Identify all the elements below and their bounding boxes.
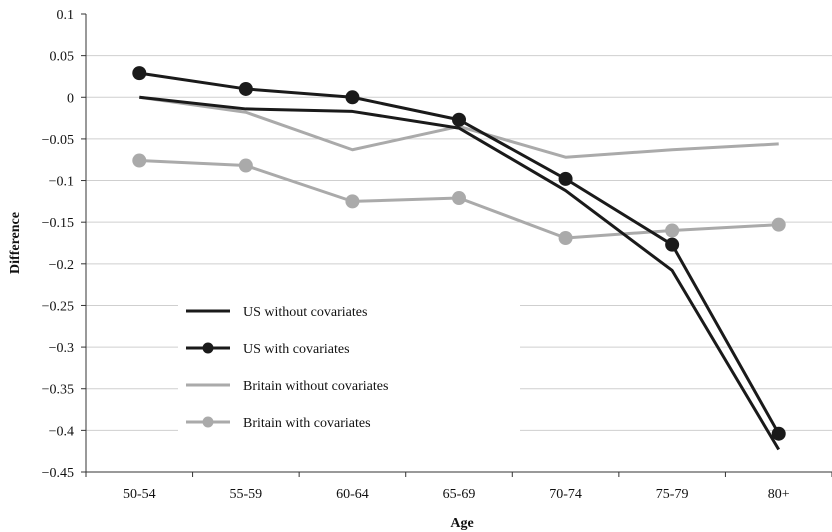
data-point-us-with-covariates xyxy=(452,112,466,127)
data-point-britain-with-covariates xyxy=(665,223,680,238)
data-point-us-with-covariates xyxy=(665,237,680,252)
x-tick-label: 55-59 xyxy=(230,487,263,502)
data-point-us-with-covariates xyxy=(238,81,253,96)
series-group xyxy=(132,66,786,451)
y-tick-label: −0.05 xyxy=(42,133,74,148)
y-tick-label: −0.4 xyxy=(49,424,74,439)
x-tick-label: 70-74 xyxy=(549,487,582,502)
legend-label: Britain without covariates xyxy=(243,379,388,394)
y-axis-title: Difference xyxy=(8,212,23,274)
data-point-britain-with-covariates xyxy=(345,194,360,209)
y-tick-label: 0.1 xyxy=(57,8,75,23)
data-point-britain-with-covariates xyxy=(558,231,573,246)
legend: US without covariates US with covariates B… xyxy=(178,290,520,440)
legend-background xyxy=(178,290,520,440)
x-tick-label: 60-64 xyxy=(336,487,369,502)
y-axis-ticks: 0.1 0.05 0 −0.05 −0.1 −0.15 −0.2 −0.25 −0.3 −0.35… xyxy=(42,8,86,481)
y-tick-label: −0.45 xyxy=(42,466,74,481)
legend-label: US with covariates xyxy=(243,342,350,357)
axes xyxy=(85,14,832,473)
x-tick-label: 80+ xyxy=(768,487,790,502)
y-tick-label: −0.25 xyxy=(42,299,74,314)
y-tick-label: 0 xyxy=(67,91,74,106)
legend-marker-britain-with-covariates xyxy=(202,416,214,428)
data-point-britain-with-covariates xyxy=(771,217,786,232)
x-axis-title: Age xyxy=(450,516,473,531)
x-axis-ticks: 50-54 55-59 60-64 65-69 70-74 75-79 80+ xyxy=(85,472,832,502)
series-line-us-without-covariates xyxy=(139,95,781,451)
y-tick-label: −0.35 xyxy=(42,383,74,398)
y-tick-label: 0.05 xyxy=(50,50,75,65)
legend-label: Britain with covariates xyxy=(243,416,371,431)
y-tick-label: −0.3 xyxy=(49,341,74,356)
data-point-britain-with-covariates xyxy=(132,153,147,168)
y-tick-label: −0.1 xyxy=(49,175,74,190)
y-tick-label: −0.2 xyxy=(49,258,74,273)
data-point-us-with-covariates xyxy=(771,426,786,441)
data-point-britain-with-covariates xyxy=(238,158,253,173)
legend-label: US without covariates xyxy=(243,305,367,320)
y-tick-label: −0.15 xyxy=(42,216,74,231)
data-point-us-with-covariates xyxy=(558,171,573,186)
x-tick-label: 65-69 xyxy=(443,487,476,502)
x-tick-label: 75-79 xyxy=(656,487,689,502)
data-point-us-with-covariates xyxy=(132,66,147,81)
data-point-us-with-covariates xyxy=(345,90,360,105)
data-point-britain-with-covariates xyxy=(452,191,466,206)
x-tick-label: 50-54 xyxy=(123,487,156,502)
legend-marker-us-with-covariates xyxy=(202,342,214,354)
